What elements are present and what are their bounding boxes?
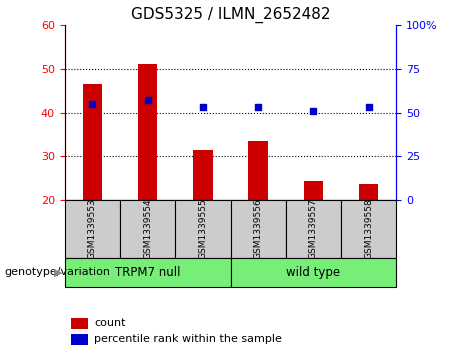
Text: GSM1339558: GSM1339558 [364,198,373,259]
Bar [193,150,213,200]
Bar [359,184,378,200]
Point [310,108,317,114]
Bar [83,84,102,200]
Point [199,105,207,110]
Point [365,105,372,110]
Bar [248,141,268,200]
Bar [65,258,230,287]
Bar [341,200,396,258]
Point [144,97,151,103]
Bar [65,200,120,258]
Bar [138,64,157,200]
Text: GSM1339555: GSM1339555 [198,198,207,259]
Text: GSM1339553: GSM1339553 [88,198,97,259]
Point [89,101,96,107]
Bar [304,182,323,200]
Text: ▶: ▶ [54,267,62,277]
Text: percentile rank within the sample: percentile rank within the sample [95,334,282,344]
Bar [120,200,175,258]
Bar [71,334,88,345]
Bar [175,200,230,258]
Text: count: count [95,318,126,328]
Text: GSM1339557: GSM1339557 [309,198,318,259]
Text: wild type: wild type [286,266,341,279]
Text: GSM1339554: GSM1339554 [143,198,152,259]
Bar [230,258,396,287]
Text: genotype/variation: genotype/variation [5,267,111,277]
Text: GSM1339556: GSM1339556 [254,198,263,259]
Bar [230,200,286,258]
Point [254,105,262,110]
Text: TRPM7 null: TRPM7 null [115,266,180,279]
Bar [286,200,341,258]
Bar [71,318,88,329]
Title: GDS5325 / ILMN_2652482: GDS5325 / ILMN_2652482 [131,7,330,23]
